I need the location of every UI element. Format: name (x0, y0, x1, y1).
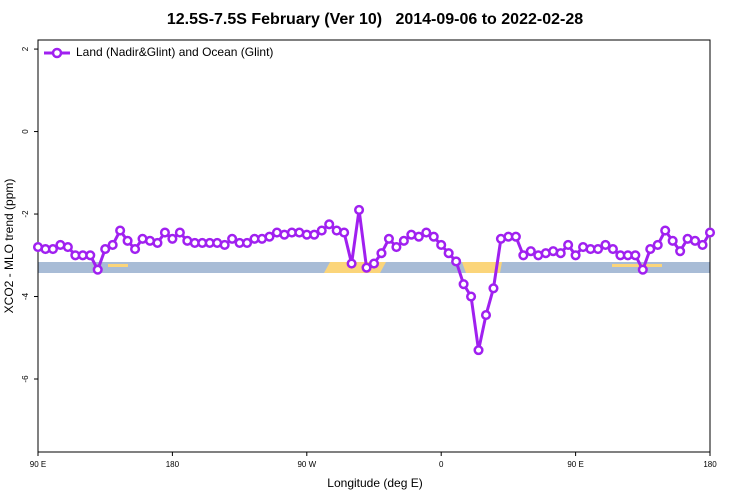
x-tick-label: 180 (166, 460, 180, 469)
data-point (130, 244, 141, 255)
data-point (630, 250, 641, 261)
x-tick-label: 90 E (567, 460, 583, 469)
data-point (174, 227, 185, 238)
data-point (563, 239, 574, 251)
data-point (152, 237, 163, 248)
data-point (107, 239, 118, 251)
data-point (428, 231, 439, 242)
data-point (219, 239, 230, 251)
data-point (242, 237, 253, 248)
data-point (309, 229, 320, 240)
data-point (391, 241, 402, 253)
legend-label: Land (Nadir&Glint) and Ocean (Glint) (76, 45, 273, 59)
series-line (37, 208, 712, 352)
x-axis-label: Longitude (deg E) (327, 476, 422, 490)
data-point (100, 244, 111, 255)
land-band (108, 264, 128, 267)
data-point (697, 239, 708, 251)
y-tick-label: 2 (21, 46, 30, 51)
data-point (473, 345, 484, 356)
data-point (652, 239, 663, 251)
data-point (675, 246, 686, 257)
y-tick-label: 0 (21, 129, 30, 134)
x-tick-label: 0 (439, 460, 444, 469)
data-point (637, 264, 648, 275)
data-point (518, 250, 529, 261)
data-point (368, 258, 380, 269)
y-axis-label: XCO2 - MLO trend (ppm) (2, 179, 16, 314)
x-tick-label: 90 W (297, 460, 316, 469)
data-point (600, 239, 611, 251)
data-point (227, 233, 238, 244)
data-point (667, 235, 678, 246)
data-point (346, 258, 357, 269)
data-point (115, 225, 126, 236)
data-point (413, 231, 424, 242)
legend-marker (51, 47, 63, 59)
data-point (704, 227, 716, 238)
data-point (436, 239, 447, 251)
data-point (47, 244, 58, 255)
data-point (592, 244, 604, 255)
x-tick-label: 90 E (30, 460, 46, 469)
land-band (462, 262, 502, 273)
data-point (354, 204, 365, 215)
data-point (660, 225, 671, 236)
data-point (488, 283, 499, 294)
data-point (376, 248, 387, 259)
data-point (690, 235, 701, 246)
data-point (316, 225, 327, 236)
data-point (383, 233, 394, 244)
data-point (421, 227, 432, 238)
data-point (361, 262, 372, 273)
data-point (525, 246, 536, 257)
land-band (612, 264, 662, 267)
data-point (607, 244, 618, 255)
legend: Land (Nadir&Glint) and Ocean (Glint) (44, 45, 273, 59)
data-point (443, 248, 454, 259)
data-point (451, 256, 462, 267)
data-point (92, 264, 103, 275)
y-tick-label: -2 (21, 210, 30, 218)
data-point (645, 244, 656, 255)
data-point (555, 248, 566, 259)
data-point (85, 250, 96, 261)
data-point (159, 227, 170, 238)
data-point (167, 233, 178, 244)
data-point (62, 241, 73, 253)
y-tick-label: -6 (21, 375, 30, 383)
data-point (458, 279, 469, 290)
data-point (398, 235, 409, 246)
chart-title: 12.5S-7.5S February (Ver 10) 2014-09-06 … (167, 11, 583, 28)
x-tick-label: 180 (703, 460, 717, 469)
data-point (324, 219, 335, 230)
data-point (466, 291, 477, 302)
data-point (339, 227, 350, 238)
y-tick-label: -4 (21, 292, 30, 300)
data-point (480, 310, 492, 321)
data-point (264, 231, 275, 242)
data-point (510, 231, 521, 242)
data-point (122, 235, 133, 246)
data-point (570, 250, 581, 261)
